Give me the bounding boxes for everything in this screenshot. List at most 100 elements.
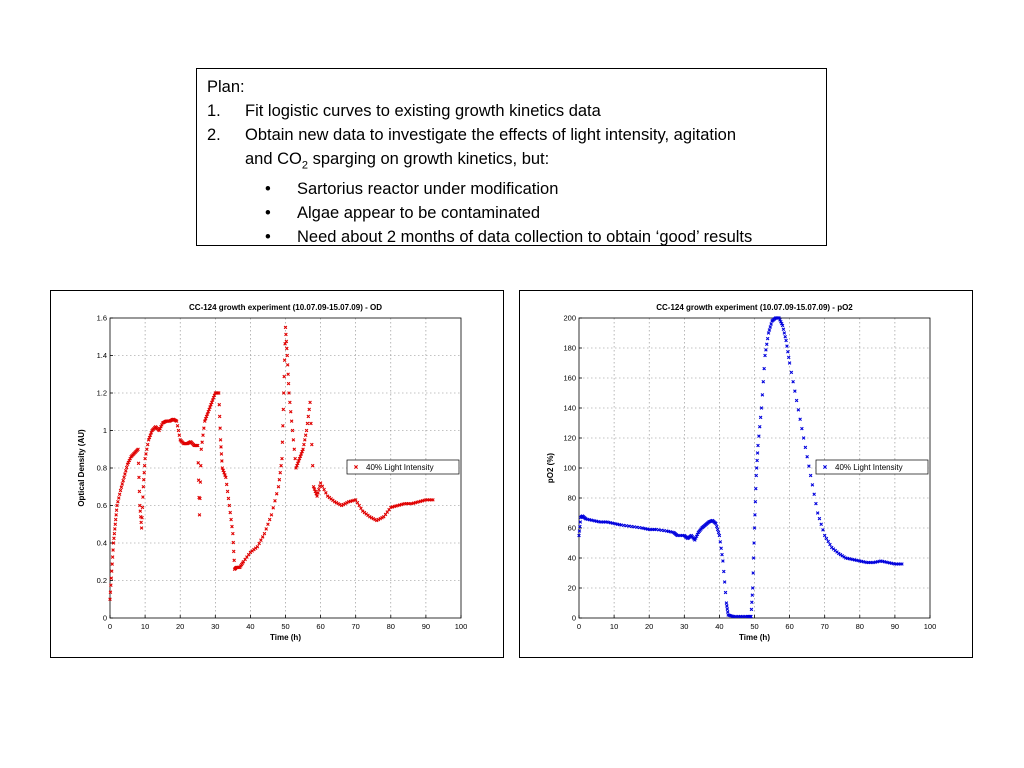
- od-y-tick-label: 1.2: [97, 389, 107, 398]
- po2-data-point: [724, 601, 729, 605]
- od-data-point: [127, 458, 132, 463]
- od-data-point: [227, 503, 232, 508]
- po2-data-point: [819, 522, 823, 527]
- po2-y-tick-label: 80: [568, 494, 576, 503]
- od-data-point: [281, 391, 286, 395]
- od-data-point: [293, 456, 297, 461]
- od-data-point: [318, 481, 323, 485]
- plan-item-1: 1. Fit logistic curves to existing growt…: [207, 99, 816, 123]
- bullet-icon: •: [265, 228, 271, 247]
- po2-data-point: [764, 342, 769, 347]
- plan-title: Plan:: [207, 78, 245, 96]
- po2-data-point: [808, 473, 813, 478]
- po2-data-point: [757, 424, 762, 429]
- po2-data-point: [757, 434, 761, 438]
- plan-box: Plan: 1. Fit logistic curves to existing…: [196, 68, 827, 246]
- od-data-point: [431, 498, 435, 502]
- po2-data-point: [624, 523, 629, 528]
- po2-data-point: [822, 533, 827, 538]
- od-data-point: [147, 435, 152, 440]
- od-data-point: [320, 484, 325, 489]
- po2-y-tick-label: 160: [563, 374, 576, 383]
- po2-data-point: [722, 580, 727, 584]
- od-data-point: [196, 461, 200, 465]
- po2-data-point: [803, 445, 808, 450]
- od-data-point: [220, 466, 225, 470]
- od-data-point: [149, 431, 154, 435]
- od-y-tick-label: 1.4: [97, 351, 107, 360]
- po2-data-point: [750, 586, 755, 590]
- po2-data-point: [781, 327, 786, 332]
- od-data-point: [128, 456, 132, 461]
- od-data-point: [113, 517, 118, 522]
- od-data-point: [175, 424, 180, 428]
- po2-x-tick-label: 60: [785, 622, 793, 631]
- po2-data-point: [791, 379, 795, 384]
- plan-bullet-text: Need about 2 months of data collection t…: [297, 228, 753, 247]
- od-data-point: [113, 522, 118, 527]
- od-data-point: [199, 447, 204, 452]
- po2-data-point: [577, 533, 581, 538]
- po2-data-point: [718, 540, 723, 544]
- po2-data-point: [779, 321, 784, 326]
- od-data-point: [338, 502, 342, 507]
- od-data-point: [259, 538, 263, 542]
- po2-y-tick-label: 100: [563, 464, 576, 473]
- od-chart-frame: 0 10 20 30 40 50 60 70 80 90 100 0 0.2 0.4 0.6 0.8 1 1.2 1…: [50, 290, 504, 658]
- po2-data-point: [821, 528, 825, 532]
- od-data-point: [288, 409, 293, 414]
- po2-data-point: [659, 528, 664, 533]
- od-data-point: [198, 496, 202, 501]
- od-data-point: [278, 470, 283, 475]
- od-data-point: [282, 374, 286, 379]
- po2-data-point: [750, 593, 755, 597]
- od-data-point: [119, 485, 124, 490]
- po2-data-point: [784, 338, 788, 343]
- po2-data-point: [801, 436, 806, 440]
- po2-data-point: [725, 607, 730, 611]
- po2-data-point: [767, 328, 772, 332]
- od-data-point: [136, 447, 140, 452]
- po2-y-tick-label: 120: [563, 434, 576, 443]
- od-data-point: [145, 447, 149, 452]
- od-data-point: [210, 400, 214, 405]
- od-data-point: [141, 495, 145, 499]
- plan-item-number: 1.: [207, 102, 221, 120]
- bullet-icon: •: [265, 180, 271, 199]
- od-data-point: [317, 487, 321, 492]
- po2-data-point: [769, 322, 773, 326]
- od-data-point: [316, 491, 320, 495]
- po2-data-point: [752, 541, 756, 545]
- od-data-point: [197, 513, 202, 517]
- od-data-point: [341, 502, 346, 507]
- po2-data-point: [755, 451, 760, 455]
- po2-data-point: [714, 524, 719, 529]
- od-x-tick-label: 40: [246, 622, 254, 631]
- od-data-point: [283, 325, 288, 330]
- od-data-point: [369, 515, 374, 520]
- od-data-point: [279, 463, 283, 468]
- plan-item-text: Obtain new data to investigate the effec…: [245, 126, 737, 144]
- od-data-point: [114, 513, 118, 517]
- od-x-tick-label: 0: [108, 622, 112, 631]
- po2-data-point: [629, 524, 634, 529]
- od-data-point: [205, 412, 210, 416]
- od-data-point: [121, 478, 125, 483]
- od-data-point: [300, 449, 304, 454]
- od-data-point: [303, 438, 307, 442]
- od-data-point: [229, 517, 233, 522]
- od-data-point: [140, 505, 145, 510]
- od-data-point: [224, 482, 229, 487]
- po2-data-point: [761, 379, 766, 384]
- od-data-point: [371, 516, 376, 521]
- po2-data-point: [796, 408, 801, 412]
- od-data-point: [218, 438, 223, 442]
- od-data-point: [283, 341, 287, 346]
- po2-data-point: [763, 353, 767, 358]
- od-data-point: [280, 456, 284, 461]
- od-data-point: [139, 526, 144, 530]
- od-data-point: [123, 472, 127, 476]
- od-data-point: [359, 506, 363, 511]
- po2-data-point: [751, 556, 756, 560]
- po2-data-point: [716, 530, 721, 535]
